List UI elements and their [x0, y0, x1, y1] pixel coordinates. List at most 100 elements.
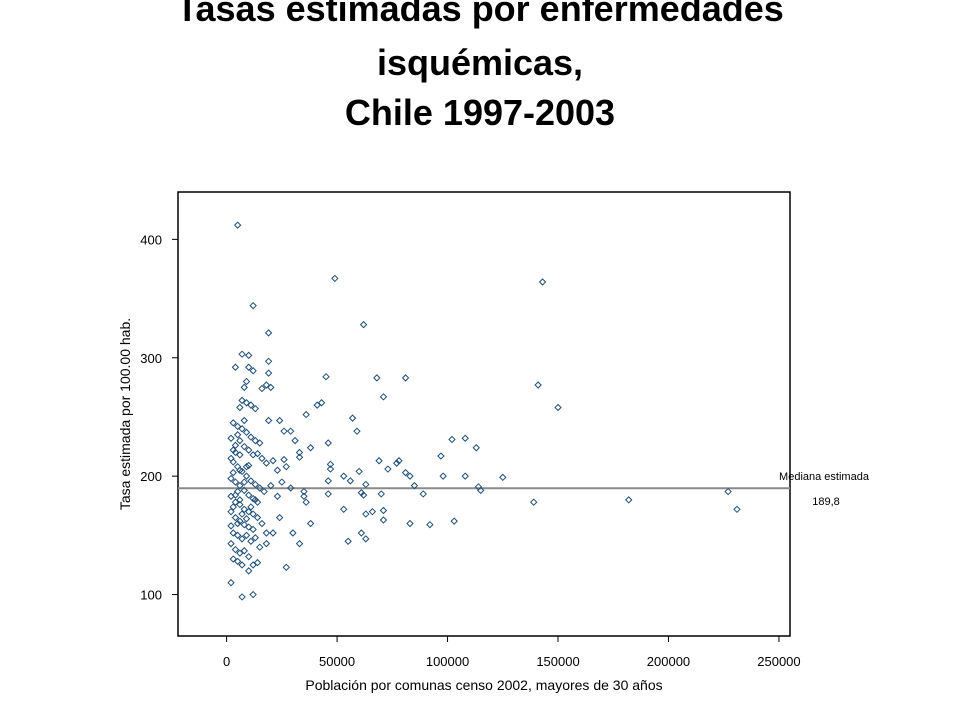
scatter-point	[362, 510, 370, 518]
scatter-point	[273, 466, 282, 474]
scatter-point	[238, 425, 246, 433]
scatter-point	[348, 414, 357, 422]
scatter-point	[339, 505, 348, 514]
scatter-point	[368, 507, 377, 516]
scatter-point	[244, 363, 253, 371]
scatter-point	[251, 534, 260, 542]
scatter-point	[302, 498, 310, 506]
scatter-point	[256, 439, 264, 447]
scatter-point	[240, 520, 248, 529]
scatter-point	[256, 543, 264, 551]
scatter-point	[393, 459, 401, 467]
scatter-point	[256, 484, 264, 492]
scatter-point	[240, 478, 248, 486]
scatter-point	[275, 416, 284, 425]
scatter-point	[346, 477, 355, 485]
scatter-point	[238, 350, 246, 358]
scatter-point	[249, 561, 257, 569]
scatter-point	[249, 525, 257, 534]
scatter-point	[286, 484, 295, 492]
scatter-point	[282, 462, 290, 471]
scatter-point	[244, 351, 253, 360]
scatter-point	[231, 441, 240, 450]
scatter-point	[538, 278, 547, 286]
scatter-point	[242, 377, 251, 386]
scatter-point	[306, 519, 315, 528]
scatter-point	[242, 462, 251, 471]
scatter-point	[362, 480, 370, 489]
scatter-point	[229, 468, 237, 477]
scatter-point	[326, 465, 335, 473]
scatter-point	[236, 549, 244, 557]
scatter-point	[359, 491, 368, 499]
scatter-point	[273, 492, 282, 500]
scatter-point	[238, 535, 246, 543]
scatter-point	[286, 427, 295, 435]
scatter-point	[253, 513, 262, 522]
scatter-point	[534, 381, 542, 389]
scatter-point	[379, 516, 388, 524]
scatter-point	[236, 500, 244, 509]
scatter-point	[244, 446, 253, 454]
scatter-point	[331, 274, 339, 283]
median-value-label: 189,8	[812, 496, 840, 508]
scatter-point	[253, 449, 262, 458]
scatter-point	[300, 492, 308, 500]
scatter-point	[448, 435, 456, 444]
scatter-point	[240, 383, 248, 392]
scatter-point	[236, 436, 244, 445]
scatter-point	[724, 487, 732, 496]
x-axis-title: Población por comunas censo 2002, mayore…	[305, 677, 662, 693]
scatter-point	[379, 506, 388, 515]
y-tick-label: 100	[140, 588, 162, 603]
scatter-point	[357, 529, 366, 537]
scatter-point	[240, 442, 248, 451]
scatter-point	[406, 472, 414, 480]
scatter-point	[238, 467, 246, 476]
scatter-point	[227, 579, 235, 587]
scatter-point	[231, 498, 240, 506]
x-tick-label: 0	[223, 654, 230, 669]
scatter-point	[267, 481, 275, 490]
scatter-point	[401, 374, 410, 382]
scatter-point	[240, 416, 248, 425]
x-axis: 0 50000 100000 150000 200000 250000	[223, 636, 801, 669]
scatter-point	[247, 537, 255, 545]
scatter-point	[238, 510, 246, 518]
scatter-point	[324, 439, 332, 447]
scatter-point	[227, 474, 235, 483]
scatter-point	[280, 427, 288, 435]
scatter-point	[384, 465, 392, 473]
scatter-point	[242, 531, 251, 540]
scatter-point	[461, 434, 469, 442]
scatter-point	[231, 545, 240, 554]
scatter-point	[262, 539, 271, 548]
scatter-point	[280, 455, 288, 464]
scatter-point	[238, 396, 246, 405]
scatter-point	[264, 369, 273, 377]
x-tick-label: 150000	[536, 654, 579, 669]
scatter-point	[231, 478, 240, 486]
scatter-point	[231, 513, 240, 522]
scatter-point	[530, 498, 538, 506]
scatter-point	[233, 531, 242, 540]
scatter-point	[249, 590, 257, 599]
scatter-point	[625, 496, 633, 504]
scatter-point	[300, 487, 308, 496]
scatter-point	[242, 399, 251, 407]
scatter-point	[375, 457, 383, 465]
scatter-point	[247, 401, 255, 409]
scatter-point	[244, 507, 253, 516]
scatter-point	[377, 490, 385, 498]
chart-title-line-2: isquémicas,	[376, 42, 584, 83]
scatter-point	[353, 427, 361, 435]
y-axis-title: Tasa estimada por 100.00 hab.	[117, 318, 133, 510]
scatter-point	[437, 452, 445, 460]
x-tick-label: 50000	[319, 654, 355, 669]
scatter-point	[269, 457, 277, 465]
scatter-point	[229, 555, 237, 563]
scatter-point	[251, 436, 260, 445]
scatter-point	[554, 403, 562, 412]
scatter-point	[322, 372, 330, 381]
scatter-point	[302, 410, 310, 419]
